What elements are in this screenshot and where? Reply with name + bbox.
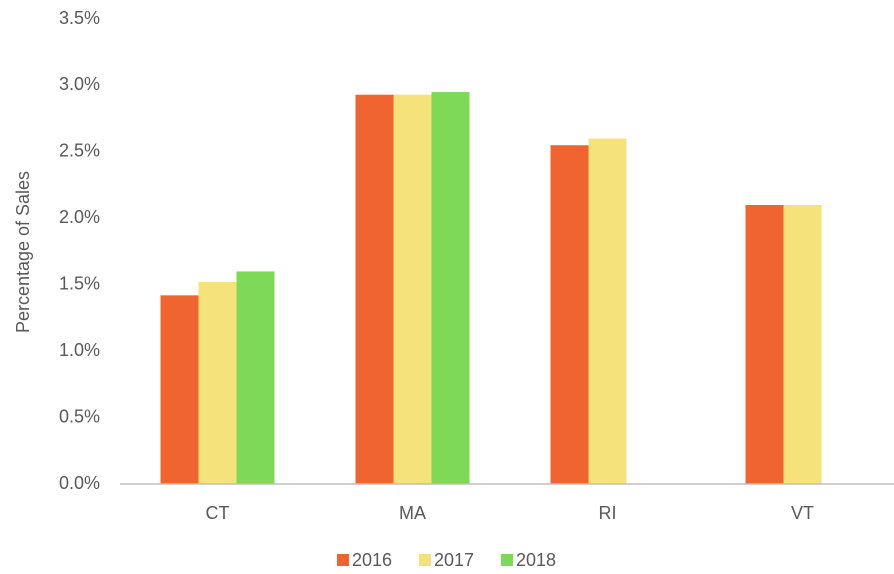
x-tick-label: CT xyxy=(206,503,230,523)
legend-label: 2017 xyxy=(434,550,474,570)
bar xyxy=(431,92,470,485)
y-tick-label: 0.5% xyxy=(59,406,100,426)
y-tick-label: 1.5% xyxy=(59,273,100,293)
legend-swatch xyxy=(501,554,513,566)
y-tick-label: 2.0% xyxy=(59,207,100,227)
y-tick-label: 3.0% xyxy=(59,74,100,94)
bar xyxy=(236,271,275,484)
y-axis-label: Percentage of Sales xyxy=(13,171,33,333)
bar xyxy=(355,94,394,484)
x-tick-label: MA xyxy=(399,503,426,523)
x-tick-label: RI xyxy=(599,503,617,523)
y-tick-label: 2.5% xyxy=(59,141,100,161)
x-tick-label: VT xyxy=(791,503,814,523)
bar xyxy=(198,282,237,484)
legend-label: 2018 xyxy=(516,550,556,570)
bar xyxy=(783,205,822,484)
bar xyxy=(550,145,589,484)
legend-swatch xyxy=(337,554,349,566)
y-tick-label: 0.0% xyxy=(59,473,100,493)
bar xyxy=(160,295,199,484)
legend-label: 2016 xyxy=(352,550,392,570)
y-tick-label: 1.0% xyxy=(59,340,100,360)
bar xyxy=(745,205,784,484)
legend-swatch xyxy=(419,554,431,566)
y-tick-label: 3.5% xyxy=(59,8,100,28)
bar xyxy=(393,94,432,484)
bar xyxy=(588,138,627,485)
